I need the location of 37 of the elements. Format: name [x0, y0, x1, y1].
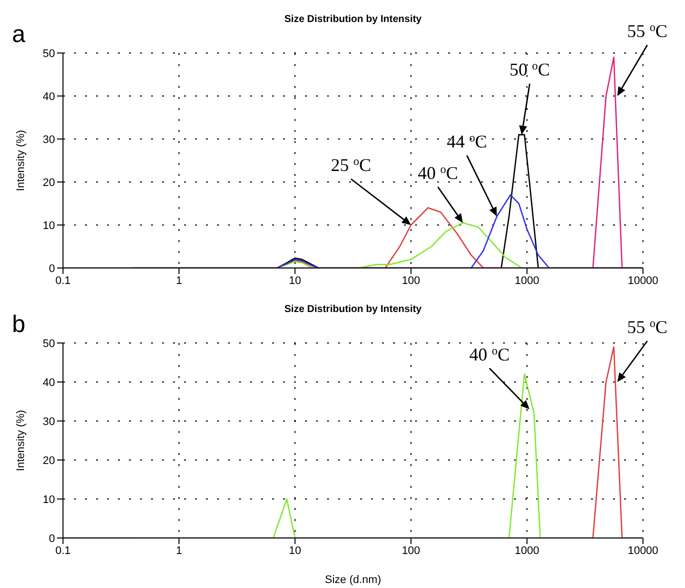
x-tick-label: 0.1	[55, 544, 71, 557]
x-tick-label: 0.1	[55, 274, 71, 287]
y-tick-label: 40	[42, 376, 55, 389]
x-tick-label: 100	[402, 274, 420, 287]
annotation: 40 $^{o}$C	[418, 162, 458, 183]
x-tick-label: 1000	[514, 544, 540, 557]
y-tick-label: 0	[48, 262, 55, 275]
y-tick-label: 40	[42, 90, 55, 103]
x-tick-label: 10000	[628, 274, 658, 287]
y-tick-label: 20	[42, 454, 55, 467]
x-tick-label: 10	[288, 544, 302, 557]
y-axis-title: Intensity (%)	[14, 410, 27, 472]
annotation: 55 $^{o}$C	[627, 316, 668, 337]
y-tick-label: 30	[42, 134, 55, 146]
text: a	[12, 21, 26, 48]
chart-title: Size Distribution by Intensity	[284, 304, 422, 315]
y-tick-label: 20	[42, 176, 55, 189]
x-tick-label: 100	[402, 544, 420, 557]
y-tick-label: 0	[48, 532, 55, 545]
x-tick-label: 1	[176, 544, 182, 557]
text: b	[12, 311, 26, 338]
x-tick-label: 1	[176, 274, 182, 287]
y-tick-label: 10	[42, 220, 55, 232]
chart-title: Size Distribution by Intensity	[284, 14, 422, 25]
x-tick-label: 10	[288, 274, 302, 287]
y-tick-label: 50	[42, 48, 55, 60]
annotation: 25 $^{o}$C	[330, 154, 372, 175]
y-axis-title: Intensity (%)	[14, 130, 27, 192]
annotation: 40 $^{o}$C	[469, 344, 510, 364]
annotation: 50 $^{o}$C	[510, 59, 550, 80]
x-tick-label: 10000	[628, 544, 658, 557]
x-tick-label: 1000	[514, 274, 540, 287]
x-axis-title: Size (d.nm)	[324, 574, 382, 586]
y-tick-label: 10	[42, 494, 55, 506]
y-tick-label: 50	[42, 338, 55, 350]
annotation: 55 $^{o}$C	[627, 20, 668, 41]
y-tick-label: 30	[42, 416, 55, 428]
